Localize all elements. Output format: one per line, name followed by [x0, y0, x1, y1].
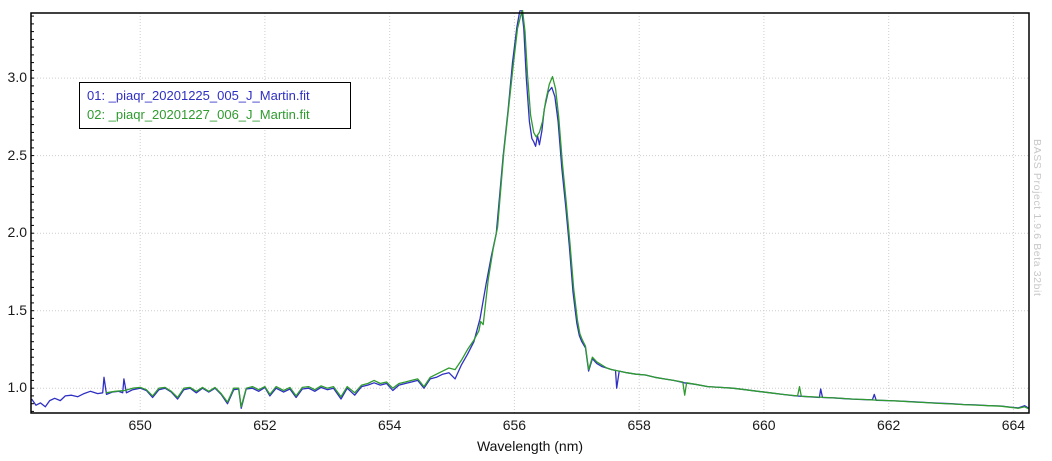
- legend-item-01: 01: _piaqr_20201225_005_J_Martin.fit: [87, 88, 310, 103]
- x-tick-label: 658: [627, 417, 651, 433]
- spectrum-trace-2: [105, 10, 1029, 410]
- spectrum-trace-1: [31, 10, 1029, 409]
- y-tick-label: 2.0: [7, 224, 27, 241]
- legend: 01: _piaqr_20201225_005_J_Martin.fit 02:…: [79, 82, 351, 129]
- x-tick-label: 660: [752, 417, 776, 433]
- x-tick-label: 656: [502, 417, 527, 433]
- y-tick-label: 2.5: [7, 146, 27, 163]
- x-axis-title: Wavelength (nm): [476, 438, 584, 454]
- plot-border: [30, 12, 1030, 414]
- x-tick-label: 652: [253, 417, 277, 433]
- x-tick-label: 664: [1001, 417, 1026, 433]
- watermark-text: BASS Project 1.9.6 Beta 32bit: [1031, 139, 1043, 297]
- y-tick-label: 1.5: [7, 301, 27, 318]
- x-tick-label: 650: [128, 417, 152, 433]
- y-tick-label: 3.0: [7, 69, 27, 86]
- x-tick-label: 662: [876, 417, 901, 433]
- x-tick-label: 654: [377, 417, 402, 433]
- legend-item-02: 02: _piaqr_20201227_006_J_Martin.fit: [87, 107, 310, 122]
- y-tick-label: 1.0: [7, 379, 27, 396]
